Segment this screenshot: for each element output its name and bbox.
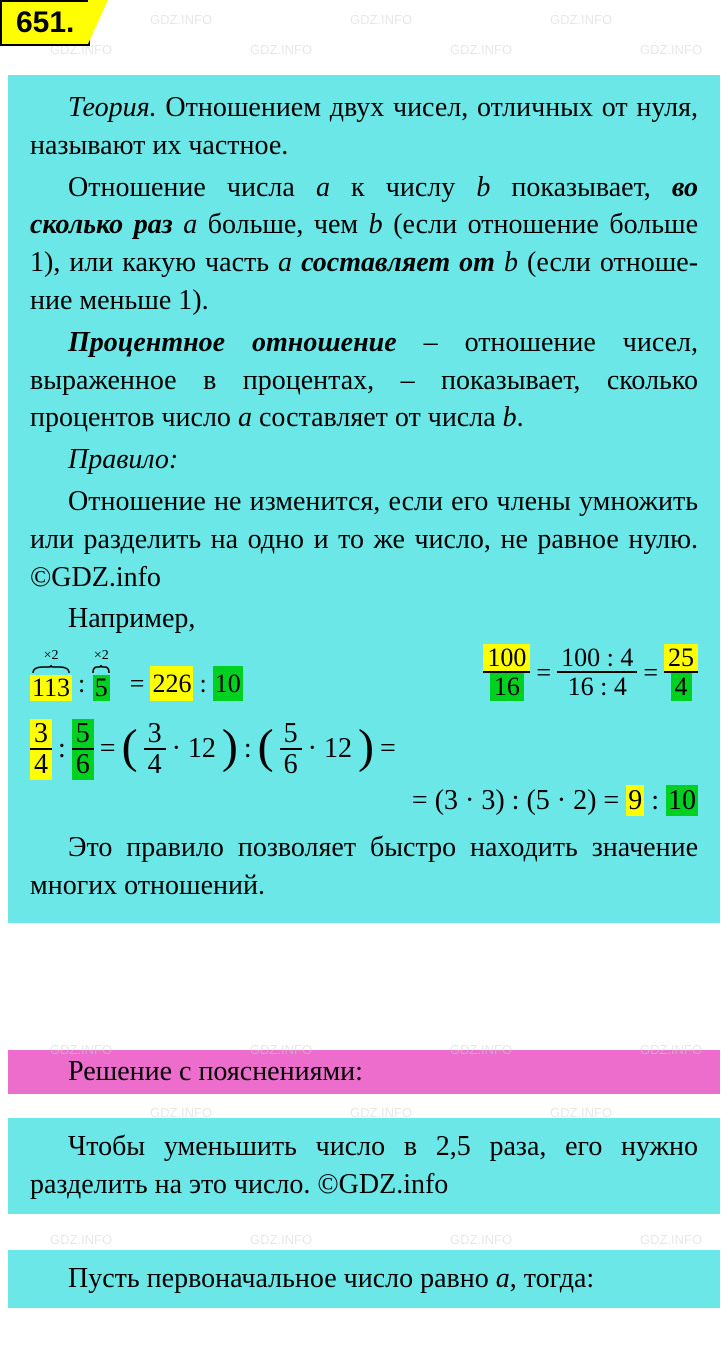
val-5: 5 (93, 675, 110, 701)
watermark: GDZ.INFO (250, 1232, 312, 1247)
example-2-line2: = (3 · 3) : (5 · 2) = 9 : 10 (30, 782, 698, 820)
frac-100d4-16d4: 100 : 4 16 : 4 (557, 644, 637, 701)
rule-label: Правило: (30, 441, 698, 479)
watermark: GDZ.INFO (250, 42, 312, 57)
example-1: ×2 113 : ×2 5 = 226 : 10 100 16 = 100 (30, 644, 698, 701)
solution-p1: Чтобы уменьшить число в 2,5 раза, его ну… (8, 1118, 720, 1214)
watermark: GDZ.INFO (450, 1232, 512, 1247)
theory-p2: Отношение числа a к числу b показы­вает,… (30, 169, 698, 320)
frac-100-16: 100 16 (483, 644, 530, 701)
watermark: GDZ.INFO (50, 1232, 112, 1247)
frac-3-4: 3 4 (144, 719, 166, 780)
watermark: GDZ.INFO (150, 12, 212, 27)
rule-text: Отношение не изменится, если его члены у… (30, 483, 698, 596)
theory-label: Теория. (68, 92, 157, 123)
theory-p3: Процентное отношение – отноше­ние чисел,… (30, 324, 698, 437)
val-10: 10 (213, 666, 243, 701)
theory-closing: Это правило позволяет быстро нахо­дить з… (30, 829, 698, 905)
watermark: GDZ.INFO (640, 42, 702, 57)
watermark: GDZ.INFO (640, 1232, 702, 1247)
frac-25-4: 25 4 (664, 644, 698, 701)
val-226: 226 (150, 666, 193, 701)
solution-p2: Пусть первоначальное число равно a, тогд… (8, 1250, 720, 1308)
paren-open: ( (258, 728, 274, 766)
example-2: 3 4 : 5 6 = ( 3 4 · 12 ) : ( 5 6 · 12 ) … (30, 719, 698, 780)
paren-open: ( (122, 728, 138, 766)
watermark: GDZ.INFO (550, 12, 612, 27)
frac-5-6: 5 6 (280, 719, 302, 780)
val-113: 113 (30, 675, 72, 701)
watermark: GDZ.INFO (350, 12, 412, 27)
problem-number-badge: 651. (0, 0, 90, 46)
solution-header: Решение с пояснениями: (8, 1050, 720, 1094)
result-10: 10 (666, 785, 698, 816)
theory-p1: Теория. Отношением двух чисел, от­личных… (30, 89, 698, 165)
paren-close: ) (222, 728, 238, 766)
watermark: GDZ.INFO (450, 42, 512, 57)
frac-5-6-hl: 5 6 (72, 719, 94, 780)
paren-close: ) (358, 728, 374, 766)
theory-box: Теория. Отношением двух чисел, от­личных… (8, 75, 720, 923)
example-label: Например, (30, 600, 698, 638)
result-9: 9 (626, 785, 644, 816)
frac-3-4-hl: 3 4 (30, 719, 52, 780)
